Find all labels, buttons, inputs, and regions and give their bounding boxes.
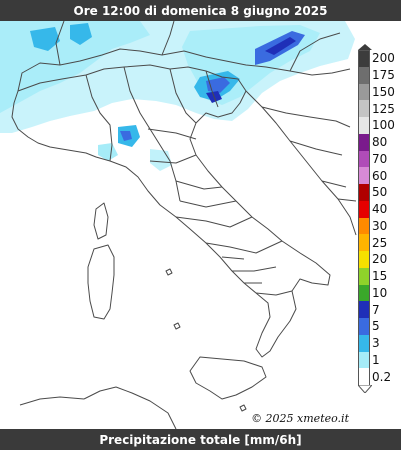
legend-label: 150 [372,84,395,99]
legend-swatch [358,133,370,151]
legend-label: 25 [372,235,388,250]
legend-swatch [358,50,370,68]
legend-bottom-arrow-icon [358,385,372,393]
legend-label: 10 [372,285,388,300]
legend-label: 175 [372,68,395,83]
legend-swatch [358,217,370,235]
legend-swatch [358,301,370,319]
legend-label: 125 [372,101,395,116]
legend-label: 0.2 [372,369,392,384]
legend-label: 5 [372,319,380,334]
legend-swatch [358,234,370,252]
map-title: Ore 12:00 di domenica 8 giugno 2025 [0,0,401,21]
italy-map-graphic [0,21,357,429]
legend-label: 70 [372,151,388,166]
legend-label: 3 [372,336,380,351]
legend-label: 7 [372,302,380,317]
map-caption: Precipitazione totale [mm/6h] [0,429,401,450]
precipitation-legend: 200 175 150 125 100 80 70 60 50 40 30 25 20 15 10 7 5 3 1 0… [356,44,398,393]
legend-swatch [358,267,370,285]
precipitation-map: © 2025 xmeteo.it [0,21,401,429]
legend-swatch [358,318,370,336]
map-copyright: © 2025 xmeteo.it [251,412,349,425]
legend-swatch [358,117,370,135]
legend-swatch [358,66,370,84]
legend-label: 60 [372,168,388,183]
legend-color-scale [358,50,370,386]
legend-label: 80 [372,135,388,150]
legend-swatch [358,251,370,269]
legend-label: 100 [372,118,395,133]
legend-top-arrow-icon [358,44,372,50]
legend-label: 200 [372,51,395,66]
legend-label: 15 [372,269,388,284]
legend-label: 1 [372,352,380,367]
legend-label: 20 [372,252,388,267]
map-title-text: Ore 12:00 di domenica 8 giugno 2025 [73,3,328,18]
legend-swatch [358,83,370,101]
legend-swatch [358,284,370,302]
legend-swatch [358,351,370,369]
legend-label: 30 [372,218,388,233]
legend-swatch [358,167,370,185]
legend-swatch [358,184,370,202]
legend-label: 40 [372,202,388,217]
legend-swatch [358,150,370,168]
legend-label: 50 [372,185,388,200]
map-caption-text: Precipitazione totale [mm/6h] [99,432,302,447]
legend-swatch [358,200,370,218]
legend-swatch [358,368,370,386]
legend-swatch [358,334,370,352]
legend-swatch [358,100,370,118]
coastline [11,21,357,429]
